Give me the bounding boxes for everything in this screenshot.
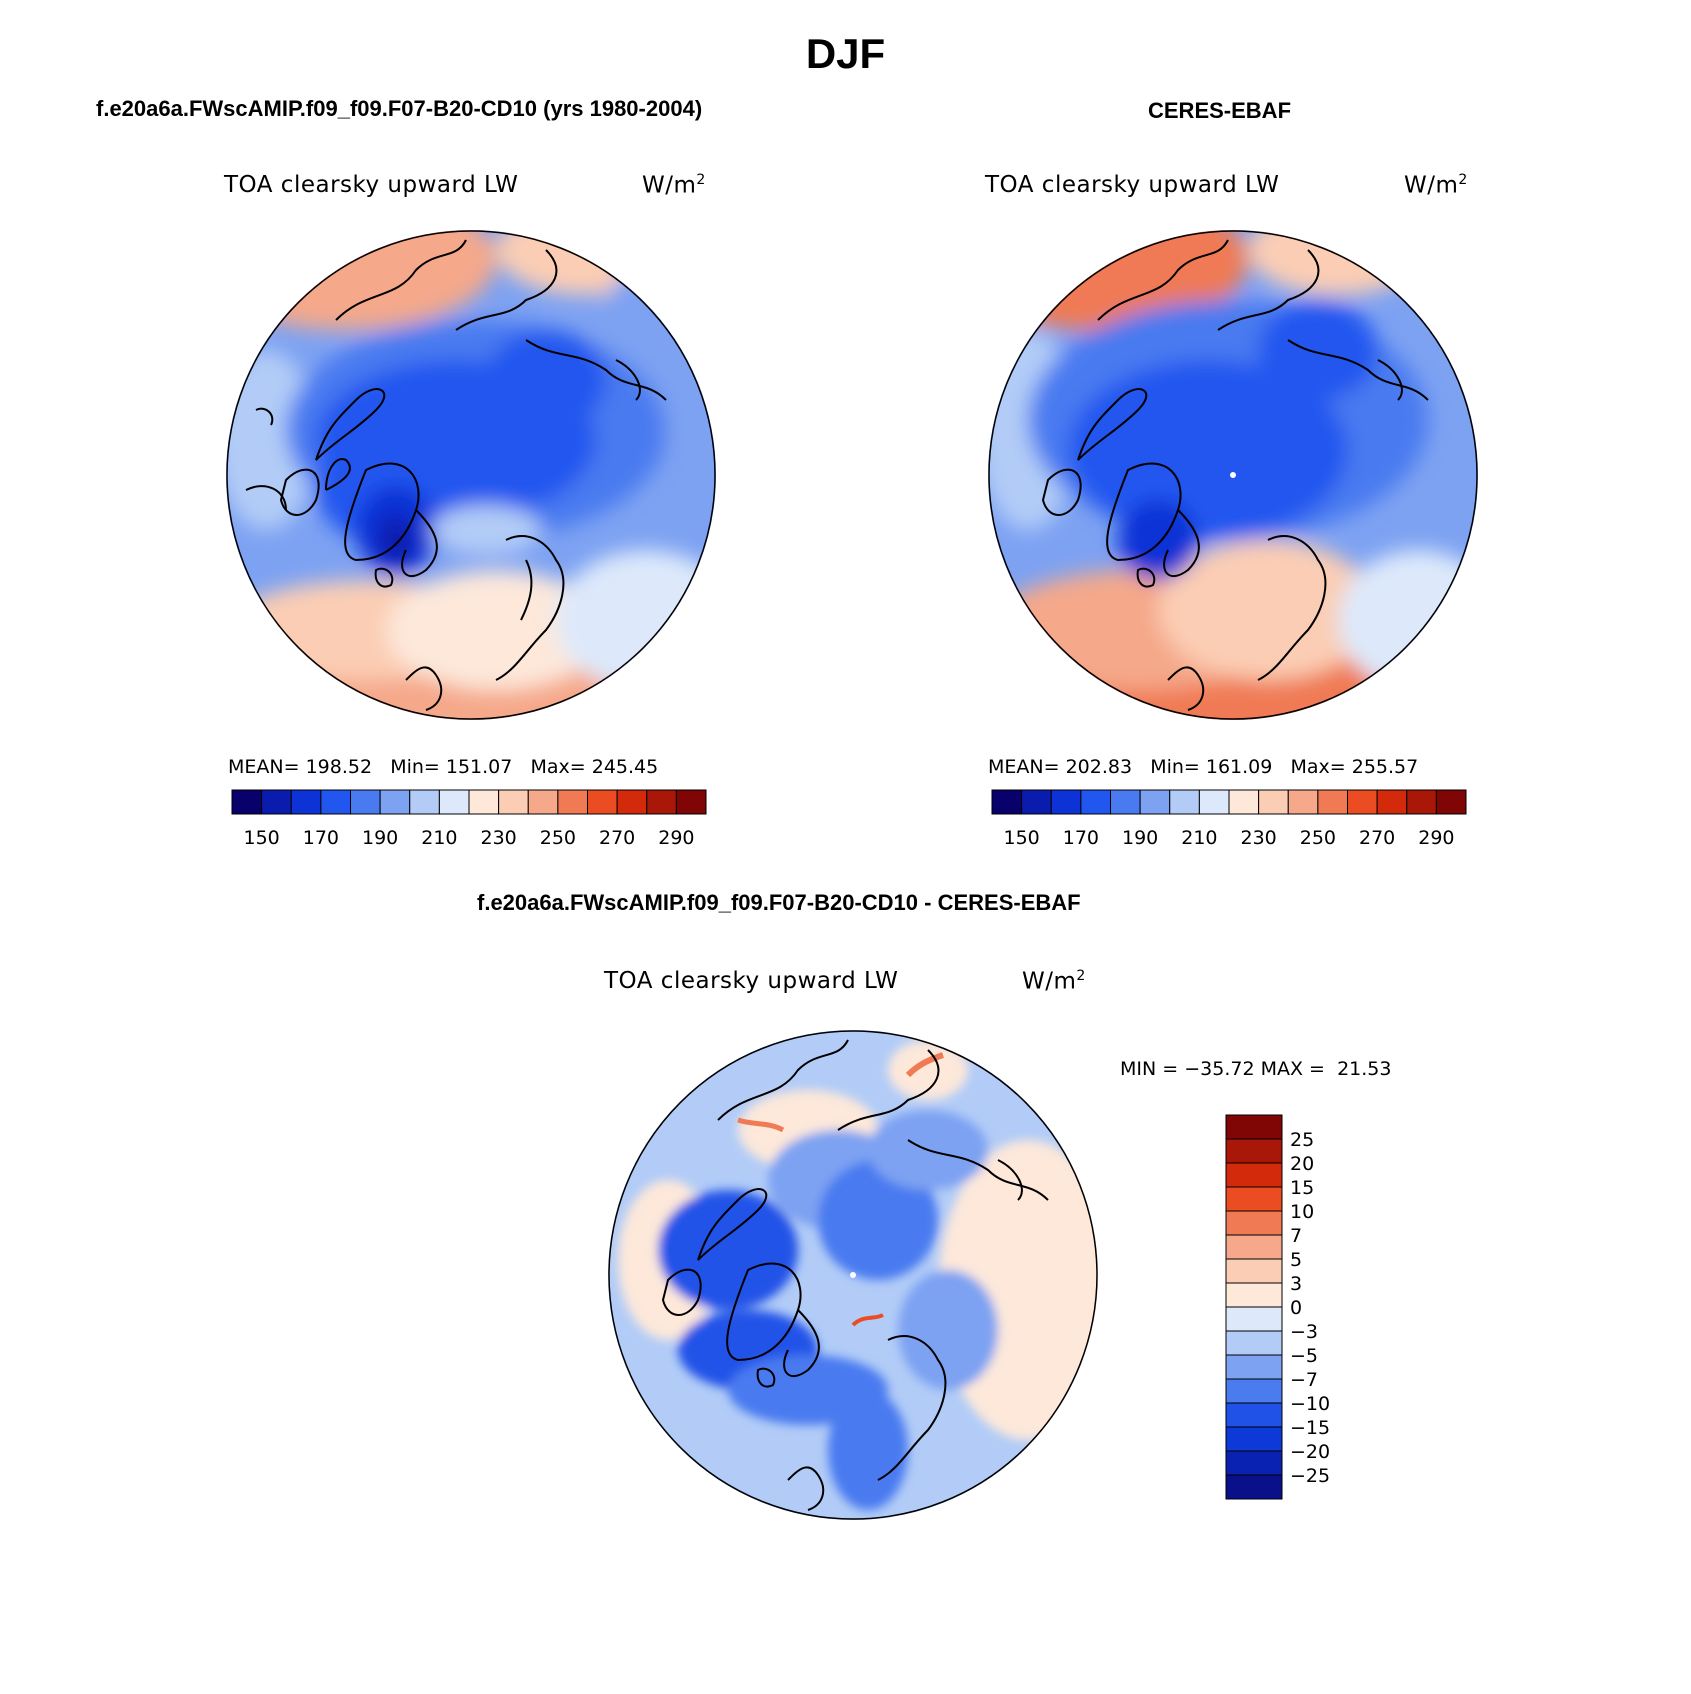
diff-colorbar-swatch — [1225, 1330, 1283, 1356]
diff-colorbar-tick-label: 5 — [1290, 1249, 1302, 1271]
obs-colorbar-swatch — [1317, 789, 1348, 815]
model-colorbar-swatch — [290, 789, 322, 815]
diff-polar-map — [608, 1030, 1098, 1520]
model-colorbar: 150 170 190 210 230 250 270 290 — [231, 789, 707, 849]
diff-colorbar-swatch — [1225, 1234, 1283, 1260]
diff-variable-label: TOA clearsky upward LW — [604, 968, 899, 994]
obs-colorbar-tick-label: 230 — [1240, 827, 1276, 849]
obs-colorbar-swatch — [1169, 789, 1200, 815]
obs-colorbar: 150 170 190 210 230 250 270 290 — [991, 789, 1467, 849]
diff-colorbar-swatch — [1225, 1114, 1283, 1140]
obs-panel-title: CERES-EBAF — [1148, 98, 1292, 123]
diff-colorbar-tick-label: −10 — [1290, 1393, 1330, 1415]
obs-colorbar-swatch — [1435, 789, 1467, 815]
model-panel-title: f.e20a6a.FWscAMIP.f09_f09.F07-B20-CD10 (… — [96, 96, 703, 121]
model-units-label: W/m2 — [642, 172, 706, 199]
model-colorbar-swatch — [320, 789, 351, 815]
obs-colorbar-tick-label: 170 — [1063, 827, 1099, 849]
diff-colorbar-swatch — [1225, 1186, 1283, 1212]
model-colorbar-tick-label: 290 — [658, 827, 694, 849]
diff-colorbar-tick-label: −25 — [1290, 1465, 1330, 1487]
obs-colorbar-swatch — [1050, 789, 1082, 815]
obs-colorbar-swatch — [1347, 789, 1378, 815]
model-colorbar-swatch — [379, 789, 411, 815]
diff-stats: MIN = −35.72 MAX = 21.53 — [1120, 1058, 1392, 1080]
obs-polar-map — [988, 230, 1478, 720]
model-colorbar-tick-label: 170 — [303, 827, 339, 849]
model-colorbar-swatch — [231, 789, 263, 815]
diff-colorbar-tick-label: 20 — [1290, 1153, 1314, 1175]
obs-colorbar-swatch — [1258, 789, 1289, 815]
obs-variable-label: TOA clearsky upward LW — [985, 172, 1280, 198]
model-colorbar-swatch — [587, 789, 618, 815]
diff-colorbar-swatch — [1225, 1210, 1283, 1236]
obs-colorbar-swatch — [1376, 789, 1408, 815]
obs-colorbar-swatch — [1139, 789, 1171, 815]
diff-colorbar-tick-label: −20 — [1290, 1441, 1330, 1463]
obs-colorbar-swatch — [1287, 789, 1319, 815]
diff-colorbar-swatch — [1225, 1474, 1283, 1500]
diff-colorbar-swatch — [1225, 1426, 1283, 1452]
model-colorbar-swatch — [616, 789, 648, 815]
diff-panel-title: f.e20a6a.FWscAMIP.f09_f09.F07-B20-CD10 -… — [477, 890, 1081, 915]
model-colorbar-swatch — [468, 789, 500, 815]
obs-colorbar-tick-label: 270 — [1359, 827, 1395, 849]
model-colorbar-tick-label: 210 — [421, 827, 457, 849]
diff-colorbar-tick-label: 3 — [1290, 1273, 1302, 1295]
obs-colorbar-swatch — [991, 789, 1023, 815]
model-colorbar-swatch — [350, 789, 381, 815]
obs-colorbar-tick-label: 290 — [1418, 827, 1454, 849]
obs-colorbar-tick-label: 250 — [1300, 827, 1336, 849]
diff-units-label: W/m2 — [1022, 968, 1086, 995]
model-polar-map — [226, 230, 716, 720]
obs-colorbar-swatch — [1110, 789, 1141, 815]
diff-colorbar-swatch — [1225, 1378, 1283, 1404]
diff-colorbar-swatch — [1225, 1162, 1283, 1188]
model-colorbar-swatch — [527, 789, 559, 815]
obs-units-label: W/m2 — [1404, 172, 1468, 199]
obs-stats: MEAN= 202.83 Min= 161.09 Max= 255.57 — [988, 756, 1419, 778]
model-colorbar-swatch — [557, 789, 588, 815]
obs-colorbar-tick-label: 150 — [1003, 827, 1039, 849]
obs-colorbar-swatch — [1406, 789, 1437, 815]
diff-colorbar-tick-label: 7 — [1290, 1225, 1302, 1247]
model-colorbar-swatch — [646, 789, 677, 815]
obs-colorbar-tick-label: 210 — [1181, 827, 1217, 849]
diff-colorbar-swatch — [1225, 1306, 1283, 1332]
diff-colorbar-swatch — [1225, 1258, 1283, 1284]
diff-colorbar-tick-label: 15 — [1290, 1177, 1314, 1199]
diff-colorbar-tick-label: −3 — [1290, 1321, 1318, 1343]
obs-colorbar-swatch — [1080, 789, 1111, 815]
diff-colorbar-tick-label: −15 — [1290, 1417, 1330, 1439]
model-colorbar-tick-label: 250 — [540, 827, 576, 849]
model-colorbar-tick-label: 230 — [480, 827, 516, 849]
model-colorbar-tick-label: 150 — [243, 827, 279, 849]
season-title: DJF — [805, 30, 886, 77]
diff-colorbar-tick-label: 0 — [1290, 1297, 1302, 1319]
obs-colorbar-swatch — [1198, 789, 1230, 815]
diff-colorbar-swatch — [1225, 1402, 1283, 1428]
model-variable-label: TOA clearsky upward LW — [224, 172, 519, 198]
model-colorbar-swatch — [675, 789, 707, 815]
diff-colorbar-swatch — [1225, 1354, 1283, 1380]
model-colorbar-tick-label: 270 — [599, 827, 635, 849]
obs-colorbar-swatch — [1228, 789, 1260, 815]
diff-colorbar-swatch — [1225, 1282, 1283, 1308]
diff-colorbar-swatch — [1225, 1138, 1283, 1164]
obs-colorbar-swatch — [1021, 789, 1052, 815]
diff-colorbar-tick-label: 25 — [1290, 1129, 1314, 1151]
diff-colorbar-tick-label: 10 — [1290, 1201, 1314, 1223]
diff-colorbar-tick-label: −5 — [1290, 1345, 1318, 1367]
model-colorbar-swatch — [261, 789, 292, 815]
diff-colorbar-swatch — [1225, 1450, 1283, 1476]
diff-colorbar-tick-label: −7 — [1290, 1369, 1318, 1391]
model-colorbar-swatch — [498, 789, 529, 815]
model-colorbar-swatch — [409, 789, 440, 815]
obs-colorbar-tick-label: 190 — [1122, 827, 1158, 849]
model-colorbar-tick-label: 190 — [362, 827, 398, 849]
model-colorbar-swatch — [438, 789, 470, 815]
model-stats: MEAN= 198.52 Min= 151.07 Max= 245.45 — [228, 756, 659, 778]
